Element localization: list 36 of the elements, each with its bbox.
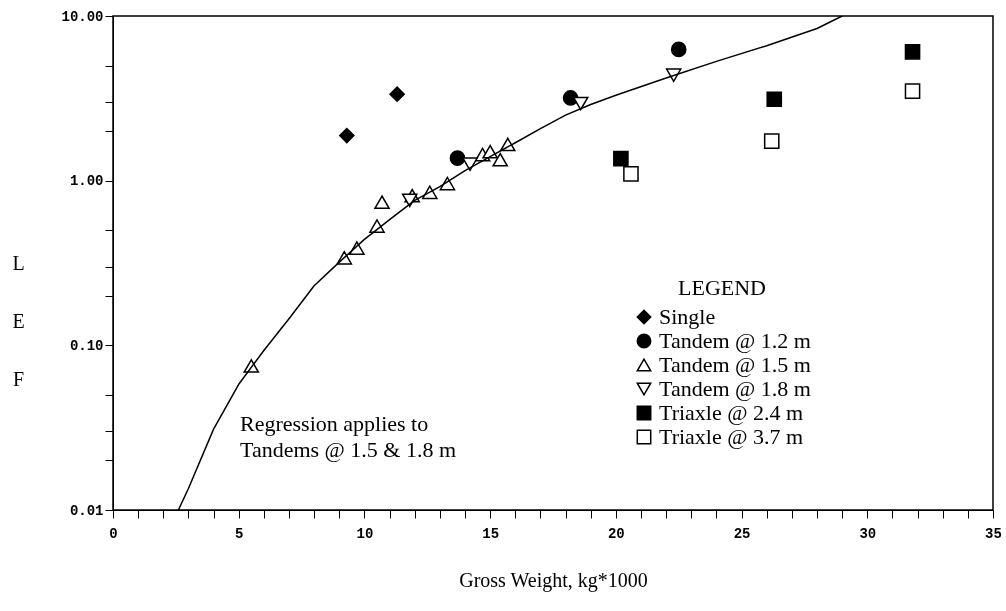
point <box>763 133 780 149</box>
legend-label: Tandem @ 1.2 m <box>659 328 811 353</box>
y-tick-label: 10.00 <box>61 8 104 25</box>
y-tick-label: 0.01 <box>69 502 104 519</box>
y-tick-label: 0.10 <box>69 337 104 354</box>
point <box>623 166 639 182</box>
point <box>904 44 921 60</box>
point <box>613 150 629 167</box>
legend-title: LEGEND <box>678 275 766 300</box>
x-tick-label: 25 <box>733 525 751 542</box>
point <box>904 83 921 99</box>
x-tick-label: 35 <box>985 525 1002 542</box>
point <box>670 41 687 58</box>
point <box>449 150 466 166</box>
x-tick-label: 5 <box>235 525 244 542</box>
x-tick-label: 10 <box>356 525 374 542</box>
point <box>374 195 390 210</box>
point <box>492 152 509 167</box>
point <box>462 157 478 172</box>
point <box>389 86 405 103</box>
legend-label: Triaxle @ 2.4 m <box>659 400 804 425</box>
point <box>339 127 355 144</box>
legend-label: Single <box>659 304 716 329</box>
x-tick-label: 0 <box>109 525 118 542</box>
point <box>766 91 783 108</box>
legend-label: Tandem @ 1.8 m <box>659 376 811 401</box>
x-tick-label: 15 <box>482 525 500 542</box>
x-tick-label: 20 <box>607 525 625 542</box>
x-tick-label: 30 <box>859 525 877 542</box>
legend-label: Tandem @ 1.5 m <box>659 352 811 377</box>
text: LEF <box>12 251 25 390</box>
y-tick-label: 1.00 <box>69 173 104 190</box>
annotation: Regression applies to Tandems @ 1.5 & 1.8 m <box>240 411 457 462</box>
legend-label: Triaxle @ 3.7 m <box>659 424 804 449</box>
x-axis-title: Gross Weight, kg*1000 <box>459 568 648 592</box>
point <box>401 193 418 208</box>
